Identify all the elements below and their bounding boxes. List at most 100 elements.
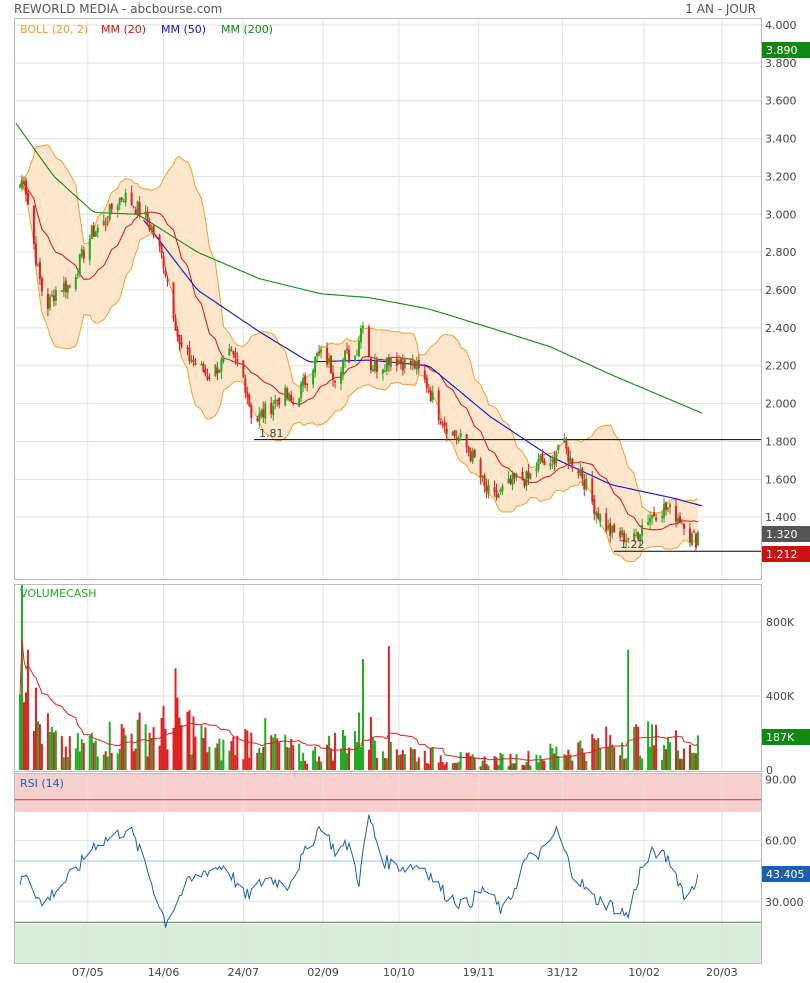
volume-bar	[619, 755, 622, 770]
candle-body	[459, 432, 462, 437]
volume-bar	[52, 732, 55, 770]
candle-body	[688, 528, 691, 543]
candle-body	[136, 201, 139, 215]
candle-body	[593, 499, 596, 514]
volume-bar	[330, 748, 333, 770]
volume-bar	[481, 760, 484, 770]
candle-body	[537, 459, 540, 470]
support-label-1: 1.81	[259, 427, 284, 440]
volume-bar	[32, 731, 35, 770]
candle-body	[318, 351, 321, 354]
candle-body	[415, 361, 418, 370]
candle-body	[387, 357, 390, 366]
candle-body	[332, 372, 335, 380]
candle-body	[104, 223, 107, 225]
volume-bar	[441, 762, 444, 770]
volume-bar	[146, 756, 149, 770]
candle-body	[122, 201, 125, 203]
candle-body	[330, 355, 333, 374]
volume-bar	[74, 748, 77, 770]
candle-body	[591, 478, 594, 502]
candle-body	[320, 349, 323, 353]
volume-bar	[399, 754, 402, 770]
candle-body	[469, 451, 472, 461]
candle-body	[304, 375, 307, 385]
volume-bar	[274, 733, 277, 770]
volume-bar	[76, 733, 79, 770]
volume-bar	[639, 755, 642, 770]
volume-bar	[258, 747, 261, 770]
volume-bar	[218, 738, 221, 770]
rsi-badge: 43.405	[766, 868, 805, 881]
volume-bar	[144, 724, 147, 770]
volume-bar	[637, 726, 640, 770]
volume-bar	[483, 756, 486, 770]
candle-body	[539, 455, 542, 461]
volume-bar	[535, 754, 538, 770]
candle-body	[369, 358, 372, 371]
price-badge: 1.212	[766, 548, 798, 561]
volume-bar	[541, 759, 544, 770]
volume-bar	[621, 742, 624, 770]
candle-body	[200, 363, 203, 366]
volume-bar	[385, 758, 388, 770]
volume-bar	[320, 761, 323, 770]
candle-body	[453, 430, 456, 437]
volume-bar	[204, 727, 207, 770]
candle-body	[485, 485, 488, 492]
candle-body	[222, 355, 225, 363]
candle-body	[571, 458, 574, 468]
candle-body	[52, 295, 55, 302]
candle-body	[284, 387, 287, 406]
candle-body	[192, 359, 195, 363]
volume-bar	[469, 756, 472, 770]
volume-bar	[415, 761, 418, 770]
volume-bar	[651, 724, 654, 770]
volume-bar	[278, 742, 281, 770]
volume-bar	[581, 748, 584, 770]
candle-body	[130, 192, 133, 206]
candle-body	[569, 457, 572, 464]
candle-body	[679, 516, 682, 523]
date-tick-label: 10/10	[383, 966, 415, 979]
candle-body	[413, 362, 416, 369]
volume-bar	[565, 755, 568, 770]
volume-bar	[669, 742, 672, 770]
volume-bar	[649, 746, 652, 770]
candle-body	[397, 360, 400, 365]
candle-body	[260, 410, 263, 417]
candle-body	[690, 533, 693, 545]
volume-bar	[276, 738, 279, 770]
candle-body	[507, 478, 510, 484]
candle-body	[655, 517, 658, 521]
volume-bar	[54, 730, 57, 770]
candle-body	[220, 359, 223, 372]
volume-bar	[557, 756, 560, 770]
ma50-line	[143, 219, 703, 507]
volume-panel-frame	[14, 584, 762, 772]
volume-bar	[507, 766, 510, 770]
period-label[interactable]: 1 AN - JOUR	[685, 2, 756, 16]
price-tick-label: 2.200	[765, 360, 797, 373]
volume-bar	[304, 760, 307, 770]
volume-bar	[116, 753, 119, 770]
candle-body	[577, 470, 580, 474]
volume-bar	[357, 712, 360, 770]
volume-bar	[314, 746, 317, 770]
candle-body	[60, 290, 63, 292]
volume-bar	[605, 726, 608, 770]
candle-body	[479, 459, 482, 478]
volume-bar	[571, 760, 574, 770]
candle-body	[667, 508, 670, 510]
volume-tick-label: 400K	[766, 690, 795, 703]
candle-body	[525, 471, 528, 486]
candle-body	[272, 405, 275, 416]
volume-bar	[429, 748, 432, 770]
candle-body	[423, 370, 426, 380]
candle-body	[521, 471, 524, 481]
volume-bar	[696, 735, 699, 770]
candle-body	[172, 282, 175, 319]
candle-body	[316, 352, 319, 356]
rsi-line	[19, 814, 699, 928]
candle-body	[144, 211, 147, 215]
